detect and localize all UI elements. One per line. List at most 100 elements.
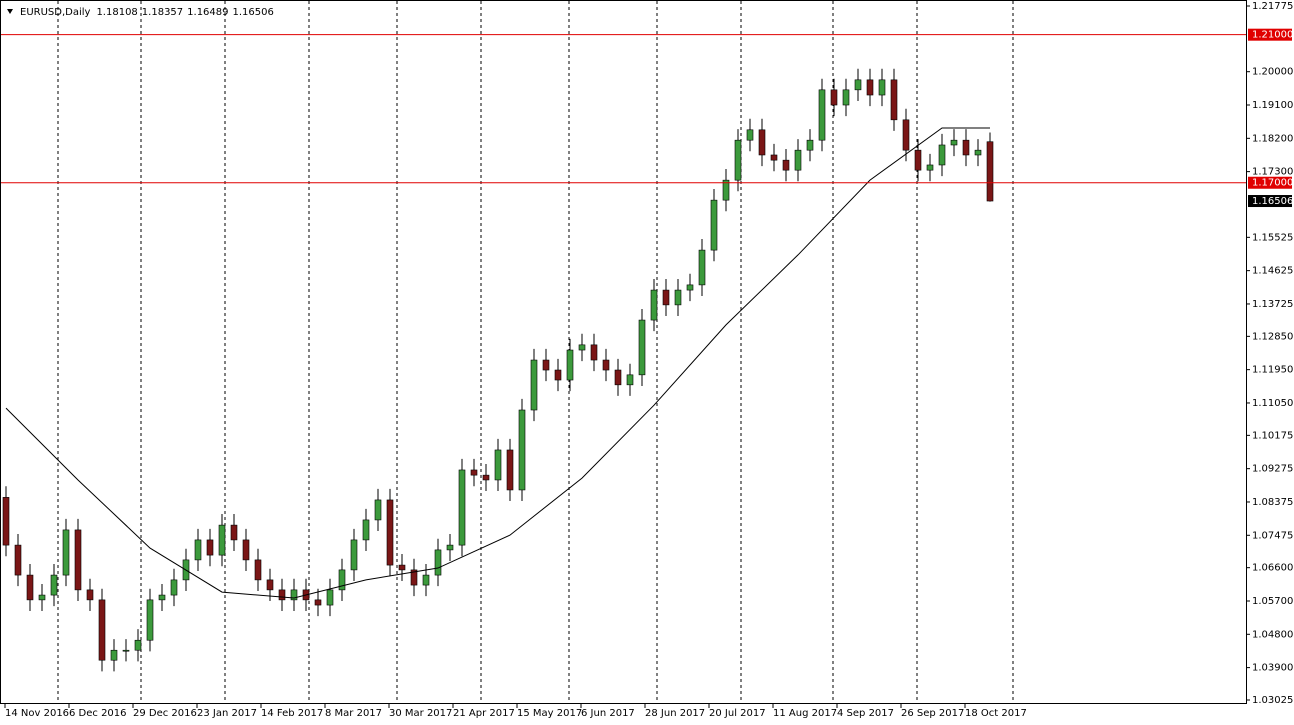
candle-body: [434, 549, 442, 576]
candle-body: [878, 79, 886, 96]
candle-body: [50, 574, 58, 596]
moving-average: [5, 127, 990, 599]
candle-body: [758, 129, 766, 156]
level-label: 1.21000: [1252, 30, 1293, 41]
candle-body: [626, 374, 634, 386]
candle-body: [386, 499, 394, 566]
candle-body: [26, 574, 34, 601]
candle-body: [782, 159, 790, 171]
candle-body: [254, 559, 262, 581]
candle-body: [854, 79, 862, 91]
x-tick-label: 8 Mar 2017: [325, 708, 382, 719]
candle-body: [986, 141, 994, 202]
candle-body: [794, 149, 802, 171]
candle-body: [410, 569, 418, 586]
candle-body: [806, 139, 814, 151]
x-tick-label: 6 Jun 2017: [581, 708, 635, 719]
y-tick-label: 1.20000: [1252, 67, 1293, 78]
y-tick-label: 1.14625: [1252, 266, 1293, 277]
candle-body: [398, 564, 406, 571]
candle-body: [578, 344, 586, 351]
candle-body: [314, 599, 322, 606]
x-tick-label: 28 Jun 2017: [645, 708, 705, 719]
y-tick-label: 1.09275: [1252, 464, 1293, 475]
candle-body: [242, 539, 250, 561]
candle-body: [566, 349, 574, 381]
candle-body: [470, 469, 478, 476]
candle-body: [338, 569, 346, 591]
candle-body: [926, 164, 934, 171]
x-tick-label: 30 Mar 2017: [389, 708, 452, 719]
x-tick-label: 29 Dec 2016: [133, 708, 197, 719]
candle-body: [134, 639, 142, 651]
open-value: 1.18108: [96, 7, 137, 18]
candle-body: [494, 449, 502, 481]
candle-body: [746, 129, 754, 141]
level-label: 1.17000: [1252, 178, 1293, 189]
candle-body: [350, 539, 358, 571]
candle-body: [698, 249, 706, 286]
candle-body: [422, 574, 430, 586]
candle-body: [14, 544, 22, 576]
close-value: 1.16506: [233, 7, 274, 18]
y-tick-label: 1.18200: [1252, 133, 1293, 144]
candle-body: [554, 369, 562, 381]
candle-body: [482, 474, 490, 481]
level-label-box: [1248, 28, 1292, 41]
candle-body: [890, 79, 898, 121]
candle-body: [842, 89, 850, 106]
candle-body: [122, 649, 130, 652]
candle-body: [374, 499, 382, 521]
candle-body: [170, 579, 178, 596]
candle-body: [830, 89, 838, 106]
candle-body: [866, 79, 874, 96]
candle-body: [290, 589, 298, 601]
x-tick-label: 26 Sep 2017: [901, 708, 964, 719]
candle-body: [722, 179, 730, 201]
candle-body: [146, 599, 154, 641]
candle-body: [326, 589, 334, 606]
candle-body: [650, 289, 658, 321]
y-tick-label: 1.21775: [1252, 1, 1293, 12]
x-tick-label: 23 Jan 2017: [197, 708, 257, 719]
candle-body: [266, 579, 274, 591]
y-tick-label: 1.13725: [1252, 299, 1293, 310]
candle-body: [674, 289, 682, 306]
y-tick-label: 1.03900: [1252, 663, 1293, 674]
candle-body: [218, 524, 226, 556]
y-tick-label: 1.05700: [1252, 596, 1293, 607]
plot-frame: [0, 0, 1247, 704]
candle-body: [62, 529, 70, 576]
y-tick-label: 1.06600: [1252, 563, 1293, 574]
header: EURUSD,Daily 1.18108 1.18357 1.16489 1.16506: [20, 7, 274, 18]
high-value: 1.18357: [142, 7, 183, 18]
candle-body: [614, 369, 622, 386]
y-tick-label: 1.19100: [1252, 100, 1293, 111]
candle-body: [86, 589, 94, 601]
y-tick-label: 1.11050: [1252, 398, 1293, 409]
candle-body: [362, 519, 370, 541]
candle-body: [818, 89, 826, 141]
candle-body: [74, 529, 82, 591]
current-price-box: [1248, 195, 1292, 208]
candle-body: [230, 524, 238, 541]
x-tick-label: 6 Dec 2016: [69, 708, 127, 719]
symbol: EURUSD,Daily: [20, 7, 91, 18]
candle-body: [278, 589, 286, 601]
candle-body: [938, 144, 946, 166]
candle-body: [206, 539, 214, 556]
candle-body: [2, 497, 10, 546]
y-tick-label: 1.03025: [1252, 695, 1293, 706]
candle-body: [734, 139, 742, 181]
candle-body: [542, 359, 550, 371]
x-tick-label: 11 Aug 2017: [773, 708, 837, 719]
candle-body: [458, 469, 466, 546]
y-tick-label: 1.12850: [1252, 331, 1293, 342]
candle-body: [158, 594, 166, 601]
candle-body: [446, 544, 454, 551]
candle-body: [506, 449, 514, 491]
candle-body: [710, 199, 718, 251]
candle-body: [686, 284, 694, 291]
candle-body: [902, 119, 910, 151]
